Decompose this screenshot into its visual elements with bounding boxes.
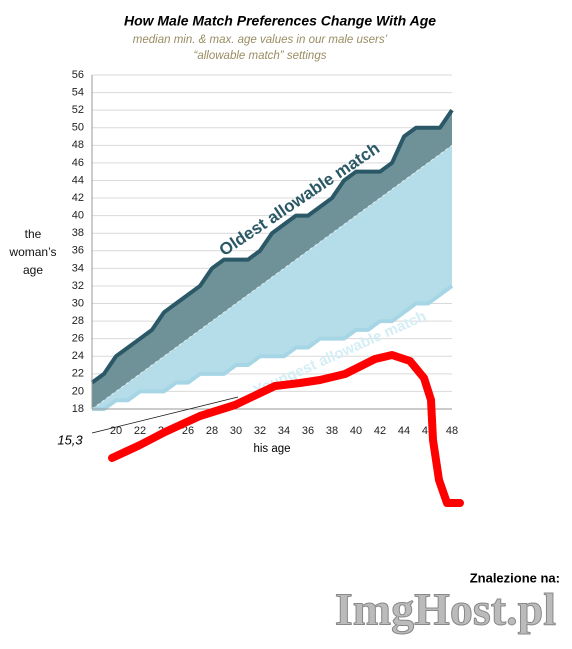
subtitle: median min. & max. age values in our mal… bbox=[133, 34, 388, 46]
y-tick-label: 48 bbox=[72, 139, 84, 151]
y-tick-label: 32 bbox=[72, 280, 84, 292]
y-tick-label: 18 bbox=[72, 403, 84, 415]
y-tick-label: 46 bbox=[72, 157, 84, 169]
y-axis-label: the woman’s age bbox=[9, 227, 57, 277]
y-tick-label: 54 bbox=[72, 86, 84, 98]
y-tick-label: 22 bbox=[72, 368, 84, 380]
x-tick-label: 48 bbox=[446, 425, 458, 437]
x-tick-label: 44 bbox=[398, 425, 410, 437]
x-tick-label: 34 bbox=[278, 425, 290, 437]
series-line bbox=[90, 109, 454, 385]
x-tick-label: 38 bbox=[326, 425, 338, 437]
y-tick-label: 30 bbox=[72, 297, 84, 309]
y-tick-label: 52 bbox=[72, 104, 84, 116]
y-tick-label: 26 bbox=[72, 333, 84, 345]
subtitle: “allowable match” settings bbox=[194, 50, 327, 62]
area bbox=[92, 110, 452, 409]
hand-line bbox=[91, 396, 239, 434]
overlay: 15,3 Znalezione na: ImgHost.pl bbox=[57, 351, 560, 635]
x-tick-label: 30 bbox=[230, 425, 242, 437]
series-line bbox=[92, 284, 454, 411]
y-tick-label: 40 bbox=[72, 210, 84, 222]
hand-drawn-line bbox=[108, 351, 464, 507]
y-tick-label: 56 bbox=[72, 69, 84, 81]
y-tick-label: 20 bbox=[72, 385, 84, 397]
watermark-caption: Znalezione na: bbox=[470, 570, 560, 585]
y-tick-label: 36 bbox=[72, 245, 84, 257]
x-tick-label: 36 bbox=[302, 425, 314, 437]
y-tick-label: 34 bbox=[72, 262, 84, 274]
x-tick-label: 40 bbox=[350, 425, 362, 437]
x-tick-label: 26 bbox=[182, 425, 194, 437]
x-tick-label: 32 bbox=[254, 425, 266, 437]
y-tick-label: 42 bbox=[72, 192, 84, 204]
x-axis-label: his age bbox=[253, 443, 290, 455]
y-tick-label: 28 bbox=[72, 315, 84, 327]
y-tick-label: 38 bbox=[72, 227, 84, 239]
plot: 18 20 22 24 26 28 30 32 34 36 38 40 42 44 46 48 50 52 54 56… bbox=[72, 69, 458, 437]
annotation: 15,3 bbox=[57, 432, 83, 447]
chart-title: How Male Match Preferences Change With A… bbox=[124, 13, 436, 29]
y-tick-label: 50 bbox=[72, 122, 84, 134]
diagonal bbox=[91, 144, 453, 410]
watermark: ImgHost.pl bbox=[335, 584, 556, 635]
x-tick-label: 42 bbox=[374, 425, 386, 437]
x-tick-label: 22 bbox=[134, 425, 146, 437]
x-tick-label: 28 bbox=[206, 425, 218, 437]
y-tick-label: 44 bbox=[72, 174, 84, 186]
y-tick-label: 24 bbox=[72, 350, 84, 362]
